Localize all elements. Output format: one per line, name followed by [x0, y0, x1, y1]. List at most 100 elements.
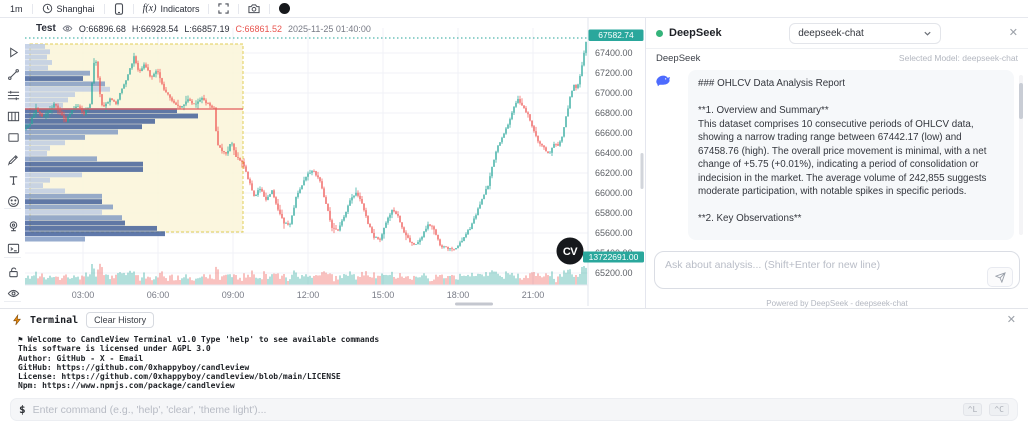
- svg-text:12:00: 12:00: [297, 290, 320, 300]
- indicators-label: Indicators: [160, 3, 200, 14]
- terminal-line: Npm: https://www.npmjs.com/package/candl…: [18, 381, 235, 391]
- unlock-tool-button[interactable]: [5, 264, 21, 280]
- watermark-logo: CV: [556, 237, 584, 265]
- chat-scrollbar[interactable]: [1019, 75, 1023, 235]
- volume-profile: [25, 44, 198, 242]
- toolbar-separator: [4, 301, 21, 302]
- svg-text:67400.00: 67400.00: [595, 48, 633, 58]
- chat-input[interactable]: [654, 251, 1020, 289]
- eye-icon[interactable]: [62, 23, 73, 34]
- trendline-tool-button[interactable]: [5, 66, 21, 82]
- svg-text:13722691.00: 13722691.00: [589, 252, 639, 262]
- interval-button[interactable]: 1m: [10, 3, 23, 14]
- text-tool-button[interactable]: [5, 172, 21, 188]
- toolbar-divider: [132, 3, 134, 14]
- terminal-input-row: $ ^L ^C: [10, 398, 1018, 421]
- terminal-header: Terminal Clear History ✕: [0, 309, 1028, 331]
- deepseek-header: DeepSeek deepseek-chat ✕: [646, 18, 1028, 49]
- terminal-command-input[interactable]: [32, 403, 956, 416]
- screenshot-button[interactable]: [248, 3, 261, 14]
- svg-text:67000.00: 67000.00: [595, 88, 633, 98]
- time-axis: 03:00 06:00 09:00 12:00 15:00 18:00 21:00: [72, 290, 545, 300]
- terminal-output: ⚑ Welcome to CandleView Terminal v1.0 Ty…: [0, 331, 1028, 391]
- deepseek-subheader: DeepSeek Selected Model: deepseek-chat: [646, 49, 1028, 67]
- send-button[interactable]: [987, 267, 1013, 287]
- chat-input-wrap: [654, 251, 1020, 294]
- svg-text:65600.00: 65600.00: [595, 228, 633, 238]
- svg-text:03:00: 03:00: [72, 290, 95, 300]
- clear-history-button[interactable]: Clear History: [86, 312, 155, 328]
- symbol-name: Test: [36, 23, 56, 34]
- terminal-tool-button[interactable]: [5, 240, 21, 256]
- fx-icon: f(x): [142, 3, 157, 14]
- model-select[interactable]: deepseek-chat: [789, 22, 942, 44]
- paper-plane-icon: [994, 271, 1006, 283]
- svg-text:21:00: 21:00: [522, 290, 545, 300]
- toolbar-divider: [269, 3, 271, 14]
- timezone-button[interactable]: Shanghai: [42, 3, 95, 14]
- device-icon: [114, 2, 124, 15]
- svg-text:CV: CV: [563, 246, 578, 258]
- toolbar-divider: [208, 3, 210, 14]
- panel-title: DeepSeek: [669, 27, 722, 39]
- volume-badge: 13722691.00: [583, 251, 644, 263]
- pencil-tool-button[interactable]: [5, 151, 21, 167]
- fib-tool-button[interactable]: [5, 87, 21, 103]
- provider-label: DeepSeek: [656, 52, 701, 64]
- rectangle-tool-button[interactable]: [5, 129, 21, 145]
- svg-text:67582.74: 67582.74: [598, 30, 634, 40]
- columns-tool-button[interactable]: [5, 108, 21, 124]
- toolbar-separator: [4, 257, 21, 258]
- terminal-panel: Terminal Clear History ✕ ⚑ Welcome to Ca…: [0, 308, 1028, 425]
- status-dot: [656, 29, 663, 37]
- indicators-button[interactable]: f(x) Indicators: [143, 3, 200, 14]
- toolbar-divider: [31, 3, 33, 14]
- svg-text:06:00: 06:00: [147, 290, 170, 300]
- terminal-line: Author: GitHub - X - Email: [18, 353, 144, 363]
- theme-toggle-icon: [279, 3, 291, 14]
- svg-text:65800.00: 65800.00: [595, 208, 633, 218]
- emoji-tool-button[interactable]: [5, 193, 21, 209]
- top-toolbar: 1m Shanghai f(x) Indicators: [0, 0, 1028, 18]
- chevron-down-icon: [924, 31, 931, 36]
- h-scrollbar[interactable]: [455, 302, 493, 306]
- chart-panel: Test O:66896.68 H:66928.54 L:66857.19 C:…: [25, 18, 645, 306]
- device-button[interactable]: [114, 2, 124, 15]
- volume-histogram: [25, 263, 587, 285]
- candlestick-chart[interactable]: CV 67400.00 67200.00 67000.00 66800.00 66600.…: [25, 18, 645, 306]
- terminal-title: Terminal: [30, 314, 79, 326]
- svg-text:66200.00: 66200.00: [595, 168, 633, 178]
- clock-icon: [42, 3, 53, 14]
- scrollbar-thumb[interactable]: [1019, 83, 1023, 119]
- v-scrollbar[interactable]: [640, 153, 644, 189]
- svg-text:18:00: 18:00: [447, 290, 470, 300]
- assistant-message: ### OHLCV Data Analysis Report **1. Over…: [688, 70, 1014, 240]
- ohlc-high: H:66928.54: [131, 23, 179, 34]
- camera-icon: [248, 3, 261, 14]
- close-terminal-button[interactable]: ✕: [1006, 313, 1016, 326]
- svg-text:66000.00: 66000.00: [595, 188, 633, 198]
- ohlc-open: O:66896.68: [78, 23, 126, 34]
- fullscreen-button[interactable]: [218, 3, 230, 14]
- ohlc-close: C:66861.52: [235, 23, 283, 34]
- terminal-line: License: https://github.com/0xhappyboy/c…: [18, 372, 341, 382]
- prompt-symbol: $: [19, 403, 26, 416]
- visibility-tool-button[interactable]: [5, 285, 21, 301]
- timezone-label: Shanghai: [56, 3, 95, 14]
- shortcut-ctrl-c: ^C: [989, 403, 1009, 416]
- selected-model-label: Selected Model: deepseek-chat: [898, 53, 1018, 63]
- deepseek-panel: DeepSeek deepseek-chat ✕ DeepSeek Select…: [645, 18, 1028, 308]
- bar-timestamp: 2025-11-25 01:40:00: [288, 23, 371, 34]
- close-panel-button[interactable]: ✕: [1008, 26, 1018, 39]
- whale-icon: [654, 71, 672, 89]
- terminal-line: GitHub: https://github.com/0xhappyboy/ca…: [18, 362, 250, 372]
- svg-text:15:00: 15:00: [372, 290, 395, 300]
- theme-toggle-button[interactable]: [279, 3, 291, 14]
- candles: [25, 41, 587, 252]
- cursor-tool-button[interactable]: [5, 44, 21, 60]
- message-area: ### OHLCV Data Analysis Report **1. Over…: [646, 67, 1028, 244]
- webcam-tool-button[interactable]: [5, 218, 21, 234]
- toolbar-divider: [103, 3, 105, 14]
- svg-text:66400.00: 66400.00: [595, 148, 633, 158]
